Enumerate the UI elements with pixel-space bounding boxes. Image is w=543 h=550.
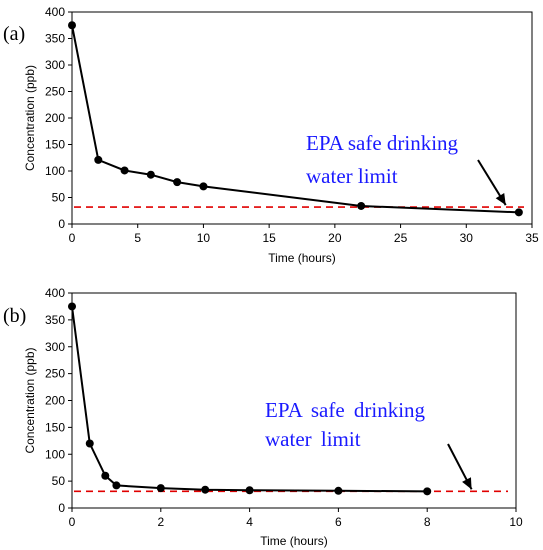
annotation-text-line: EPA safe drinking [306,131,459,155]
y-tick-label: 300 [45,58,65,72]
x-axis-label: Time (hours) [268,251,336,265]
panel-label: (b) [3,305,26,327]
data-point [334,486,343,495]
x-tick-label: 10 [509,515,523,529]
y-tick-label: 150 [45,420,65,434]
data-point [120,166,129,175]
y-tick-label: 400 [45,5,65,19]
y-axis-label: Concentration (ppb) [23,347,37,453]
x-tick-label: 5 [134,231,141,245]
data-point [112,481,121,490]
data-point [423,487,432,496]
chart-panel-a: 0 50 100 150 200 250 300 350 400 0 5 10 15 20 25 30 35 Co… [3,5,539,265]
data-point [514,208,523,217]
x-tick-label: 4 [246,515,253,529]
y-tick-label: 50 [52,191,66,205]
annotation-arrowhead [462,477,472,490]
y-tick-label: 100 [45,164,65,178]
data-point [85,439,94,448]
data-point [101,471,110,480]
x-tick-label: 30 [460,231,474,245]
y-tick-label: 350 [45,313,65,327]
annotation-arrowhead [495,193,506,206]
annotation-text-line: water limit [265,427,361,451]
y-tick-label: 100 [45,447,65,461]
data-point [156,484,165,493]
x-tick-label: 2 [157,515,164,529]
data-point [199,182,208,191]
x-tick-label: 20 [328,231,342,245]
annotation-text-line: EPA safe drinking [265,398,426,422]
panel-label: (a) [3,23,25,45]
x-tick-label: 35 [525,231,539,245]
chart-panel-b: 0 50 100 150 200 250 300 350 400 0 2 4 6 8 10 Concentra… [3,286,523,548]
x-tick-label: 8 [424,515,431,529]
plot-frame [71,11,533,225]
y-tick-label: 400 [45,286,65,300]
annotation-text-line: water limit [306,164,398,188]
data-point [173,178,182,187]
x-tick-label: 0 [69,515,76,529]
data-point [68,302,76,311]
y-axis-label: Concentration (ppb) [23,65,37,171]
y-tick-label: 200 [45,394,65,408]
x-tick-label: 10 [197,231,211,245]
data-point [146,170,155,179]
data-point [201,485,210,494]
y-tick-label: 350 [45,32,65,46]
y-tick-label: 300 [45,340,65,354]
data-point [245,486,254,495]
x-tick-label: 25 [394,231,408,245]
y-tick-label: 0 [58,501,65,515]
y-tick-label: 250 [45,85,65,99]
x-axis-label: Time (hours) [260,534,328,548]
y-tick-label: 200 [45,111,65,125]
series-line [71,25,519,214]
x-tick-label: 6 [335,515,342,529]
data-point [357,201,366,210]
y-tick-label: 50 [52,474,66,488]
data-point [94,155,103,164]
y-tick-label: 150 [45,138,65,152]
y-tick-label: 0 [58,217,65,231]
x-tick-label: 0 [69,231,76,245]
y-tick-label: 250 [45,367,65,381]
data-point [68,21,76,30]
x-tick-label: 15 [262,231,276,245]
